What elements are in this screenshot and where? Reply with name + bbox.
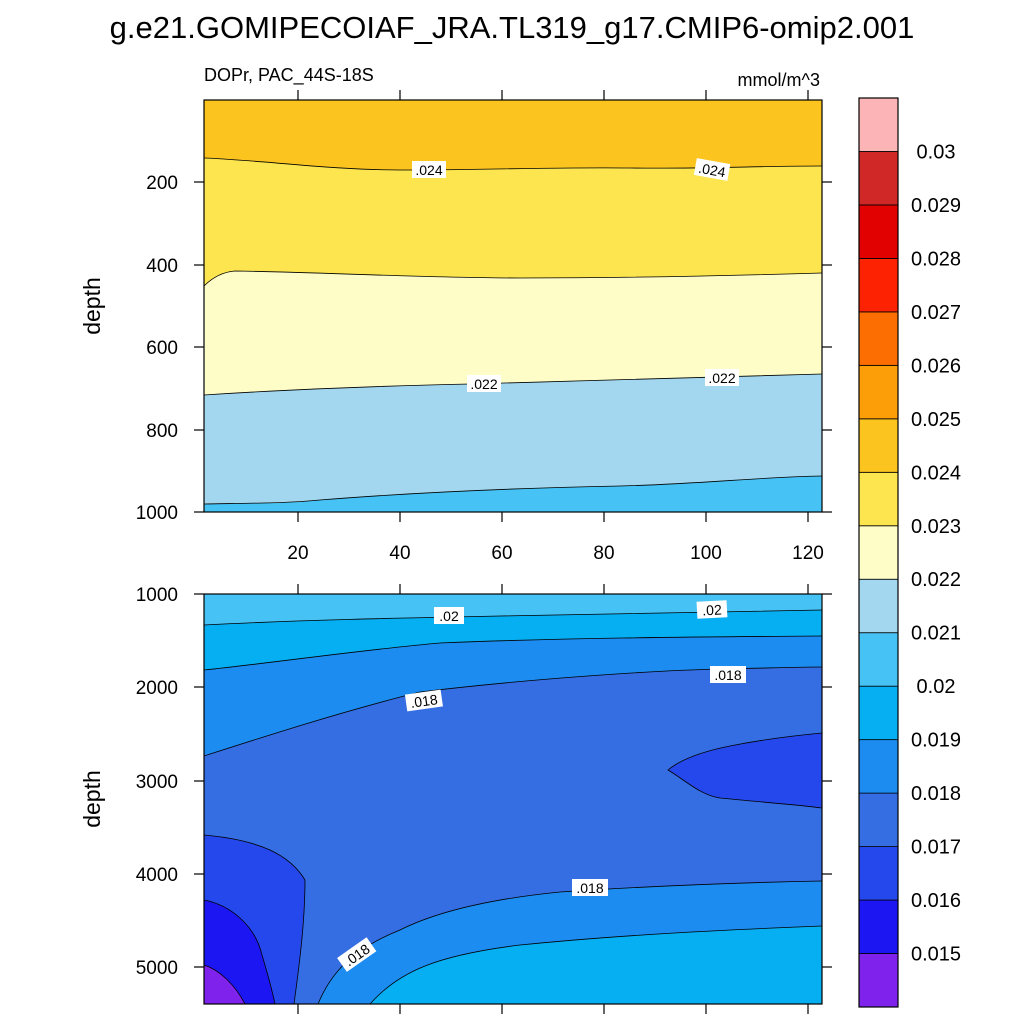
- colorbar-label: 0.022: [911, 569, 961, 591]
- lower-y-axis-label: depth: [79, 770, 105, 828]
- upper-ticks: [194, 90, 832, 522]
- y-tick-label: 1000: [136, 503, 178, 524]
- upper-left-string: DOPr, PAC_44S-18S: [204, 65, 374, 86]
- y-tick-label: 800: [146, 421, 178, 442]
- upper-contour-label: .022: [705, 369, 739, 386]
- x-tick-label: 40: [389, 543, 410, 564]
- colorbar-labels: 0.015 0.016 0.017 0.018 0.019 0.02 0.021 0.022 0…: [911, 141, 961, 965]
- lower-y-tick-labels: 1000 2000 3000 4000 5000: [136, 585, 178, 979]
- lower-contour-label: .018: [572, 879, 608, 896]
- y-tick-label: 2000: [136, 678, 178, 699]
- upper-y-axis-label: depth: [79, 277, 105, 335]
- colorbar-frame: [858, 97, 899, 1008]
- upper-contour-labels: .024 .024 .022 .022: [412, 158, 739, 392]
- colorbar-label: 0.015: [911, 944, 961, 966]
- x-tick-label: 80: [593, 543, 614, 564]
- svg-text:.022: .022: [708, 370, 735, 386]
- y-tick-label: 600: [146, 338, 178, 359]
- colorbar-label: 0.02: [917, 676, 956, 698]
- lower-plot-frame: [203, 593, 823, 1005]
- lower-contour-label: .018: [404, 689, 443, 712]
- colorbar-cell: [858, 311, 899, 366]
- lower-contour-fill: [204, 594, 822, 1004]
- colorbar-label: 0.028: [911, 248, 961, 270]
- lower-contour-labels: .02 .02 .018 .018 .018 .018: [337, 600, 746, 972]
- colorbar-label: 0.018: [911, 783, 961, 805]
- colorbar-cell: [858, 899, 899, 954]
- svg-text:.024: .024: [697, 160, 727, 181]
- svg-text:.022: .022: [470, 376, 497, 392]
- colorbar-label: 0.025: [911, 409, 961, 431]
- colorbar-label: 0.023: [911, 516, 961, 538]
- colorbar-cell: [858, 364, 899, 420]
- upper-band-0.023: [204, 158, 822, 290]
- y-tick-label: 1000: [136, 585, 178, 606]
- colorbar-label: 0.019: [911, 730, 961, 752]
- lower-band-0.018-deep: [318, 881, 822, 1004]
- lower-contour-label: .018: [710, 666, 746, 683]
- colorbar-label: 0.027: [911, 302, 961, 324]
- upper-band-0.021: [204, 374, 822, 505]
- colorbar-cell: [858, 632, 899, 687]
- colorbar-cell: [858, 792, 899, 847]
- svg-text:.018: .018: [576, 880, 603, 896]
- colorbar-label: 0.026: [911, 355, 961, 377]
- colorbar-cell: [858, 739, 899, 794]
- upper-contour-fill: [204, 100, 822, 512]
- x-tick-label: 60: [491, 543, 512, 564]
- colorbar-cells: [858, 97, 899, 1008]
- upper-band-0.020: [204, 476, 822, 512]
- svg-text:.024: .024: [415, 162, 442, 178]
- y-tick-label: 200: [146, 173, 178, 194]
- colorbar-cell: [858, 525, 899, 580]
- upper-x-tick-labels: 20 40 60 80 100 120: [287, 543, 823, 564]
- colorbar-label: 0.024: [911, 462, 961, 484]
- colorbar-cell: [858, 685, 899, 741]
- colorbar-cell: [858, 151, 899, 206]
- colorbar-cell: [858, 258, 899, 313]
- svg-text:.02: .02: [439, 608, 459, 624]
- colorbar-cell: [858, 204, 899, 259]
- colorbar-cell: [858, 578, 899, 634]
- colorbar-cell: [858, 953, 899, 1008]
- upper-contour-label: .024: [693, 158, 731, 181]
- y-tick-label: 400: [146, 256, 178, 277]
- colorbar-label: 0.03: [917, 141, 956, 163]
- upper-right-string: mmol/m^3: [738, 70, 820, 90]
- lower-panel: .02 .02 .018 .018 .018 .018: [79, 584, 832, 1014]
- lower-band-0.017: [204, 667, 822, 1004]
- lower-contour-label: .02: [434, 607, 464, 624]
- lower-band-min: [204, 965, 245, 1004]
- upper-contour-label: .022: [467, 375, 501, 392]
- colorbar-label: 0.016: [911, 890, 961, 912]
- upper-y-tick-labels: 200 400 600 800 1000: [136, 173, 178, 524]
- colorbar-cell: [858, 97, 899, 152]
- colorbar-label: 0.017: [911, 837, 961, 859]
- lower-band-0.020: [204, 594, 822, 625]
- lower-ticks: [194, 584, 832, 1014]
- y-tick-label: 4000: [136, 865, 178, 886]
- x-tick-label: 100: [690, 543, 722, 564]
- svg-text:.02: .02: [702, 601, 722, 618]
- colorbar-label: 0.021: [911, 623, 961, 645]
- upper-band-0.022: [204, 271, 822, 400]
- colorbar: 0.015 0.016 0.017 0.018 0.019 0.02 0.021 0.022 0…: [858, 97, 961, 1008]
- figure-title: g.e21.GOMIPECOIAF_JRA.TL319_g17.CMIP6-om…: [110, 10, 915, 45]
- x-tick-label: 120: [792, 543, 824, 564]
- upper-band-0.024: [204, 100, 822, 170]
- colorbar-cell: [858, 846, 899, 901]
- upper-contour-label: .024: [412, 161, 446, 178]
- svg-text:.018: .018: [409, 691, 438, 711]
- upper-panel: DOPr, PAC_44S-18S mmol/m^3 .024 .024: [79, 65, 832, 564]
- x-tick-label: 20: [287, 543, 308, 564]
- y-tick-label: 3000: [136, 772, 178, 793]
- colorbar-cell: [858, 471, 899, 527]
- y-tick-label: 5000: [136, 958, 178, 979]
- upper-plot-frame: [203, 99, 823, 513]
- colorbar-label: 0.029: [911, 195, 961, 217]
- lower-contour-label: .02: [696, 600, 728, 619]
- colorbar-cell: [858, 418, 899, 473]
- svg-text:.018: .018: [714, 667, 741, 683]
